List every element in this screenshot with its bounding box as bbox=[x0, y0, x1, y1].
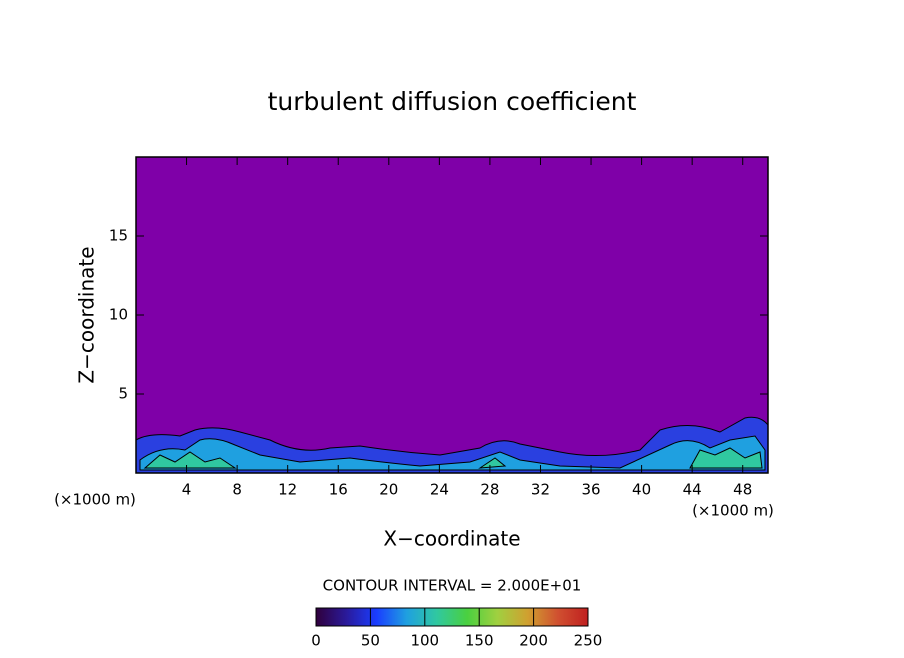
chart-title: turbulent diffusion coefficient bbox=[268, 87, 637, 116]
x-tick-label: 16 bbox=[329, 481, 348, 499]
colorbar-tick-label: 100 bbox=[410, 632, 439, 650]
contour-interval: CONTOUR INTERVAL = 2.000E+01 bbox=[323, 577, 582, 595]
colorbar-tick-label: 150 bbox=[465, 632, 494, 650]
y-tick-label: 10 bbox=[109, 306, 128, 324]
x-unit-label: (×1000 m) bbox=[692, 502, 774, 520]
x-tick-label: 44 bbox=[683, 481, 702, 499]
x-tick-label: 24 bbox=[430, 481, 449, 499]
x-tick-label: 8 bbox=[232, 481, 242, 499]
y-tick-label: 15 bbox=[109, 227, 128, 245]
x-tick-label: 32 bbox=[531, 481, 550, 499]
y-unit-label: (×1000 m) bbox=[54, 491, 136, 509]
turbulent-layer bbox=[135, 416, 769, 474]
colorbar-tick-label: 250 bbox=[574, 632, 603, 650]
x-tick-label: 40 bbox=[632, 481, 651, 499]
x-tick-label: 4 bbox=[182, 481, 192, 499]
x-tick-label: 12 bbox=[278, 481, 297, 499]
x-tick-label: 36 bbox=[581, 481, 600, 499]
plot-field bbox=[136, 157, 768, 473]
colorbar-tick-label: 0 bbox=[311, 632, 321, 650]
y-tick-label: 5 bbox=[118, 385, 128, 403]
x-axis-label: X−coordinate bbox=[383, 527, 520, 551]
x-tick-label: 48 bbox=[733, 481, 752, 499]
y-axis-label: Z−coordinate bbox=[75, 246, 99, 383]
colorbar-tick-label: 200 bbox=[519, 632, 548, 650]
x-tick-label: 20 bbox=[379, 481, 398, 499]
colorbar-tick-label: 50 bbox=[361, 632, 380, 650]
x-tick-label: 28 bbox=[480, 481, 499, 499]
colorbar bbox=[315, 607, 589, 627]
